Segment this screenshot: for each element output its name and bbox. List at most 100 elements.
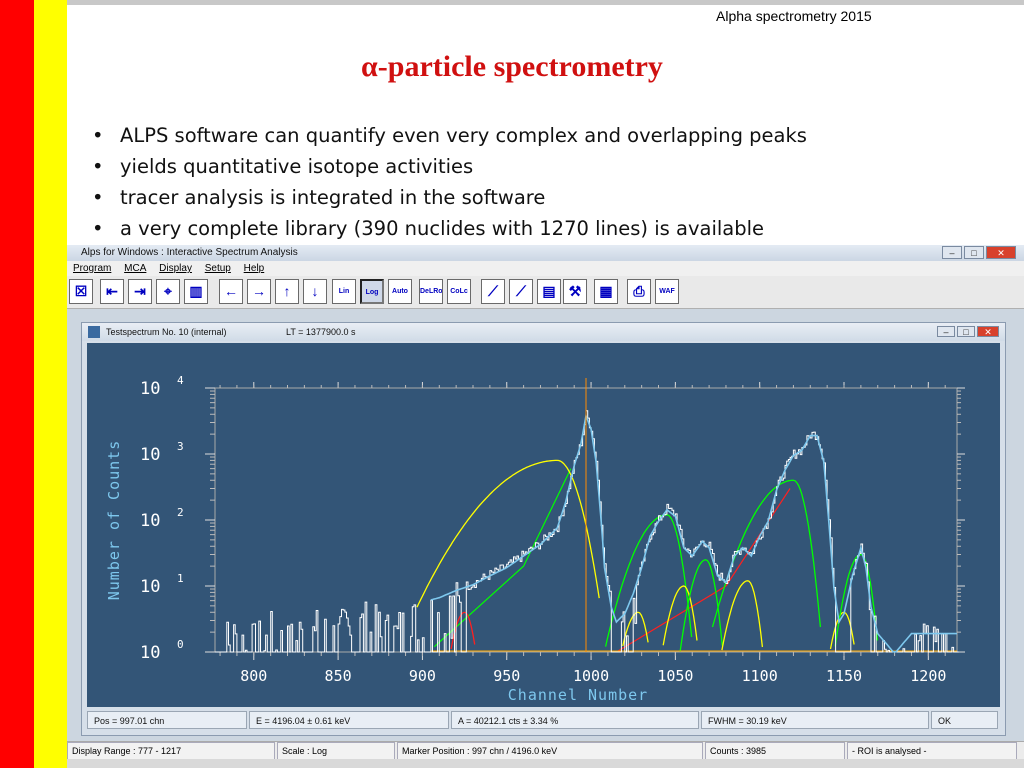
marker-position-status: Marker Position : 997 chn / 4196.0 keV [397, 742, 703, 760]
spectrum-chart[interactable]: 10 0 10 1 10 2 10 3 10 4 800 850 900 950 1000 1050 1100 1… [87, 343, 1000, 707]
spectrum-window: Testspectrum No. 10 (internal) LT = 1377… [81, 322, 1006, 736]
del-roi-icon[interactable]: DeLRoi [419, 279, 443, 304]
arrow-down-icon[interactable]: ↓ [303, 279, 327, 304]
x-tick-label: 800 [240, 667, 267, 685]
marker-left-icon[interactable]: ⇤ [100, 279, 124, 304]
y-axis-label: Number of Counts [105, 440, 123, 601]
component-peak [450, 611, 476, 650]
marker-right-icon[interactable]: ⇥ [128, 279, 152, 304]
arrow-left-icon[interactable]: ← [219, 279, 243, 304]
arrow-right-icon[interactable]: → [247, 279, 271, 304]
report-icon[interactable]: WAF [655, 279, 679, 304]
calibrate-icon[interactable]: ⟋ [481, 279, 505, 304]
component-peak [416, 459, 600, 608]
bullet-list: • ALPS software can quantify even very co… [92, 120, 807, 244]
slide-title: α-particle spectrometry [361, 50, 663, 83]
y-tick-exponent: 3 [177, 440, 184, 453]
bullet-item: • yields quantitative isotope activities [92, 155, 474, 178]
spectrum-icon[interactable]: ▥ [184, 279, 208, 304]
app-title-text: Alps for Windows : Interactive Spectrum … [81, 247, 298, 258]
auto-icon[interactable]: Auto [388, 279, 412, 304]
bullet-item: • tracer analysis is integrated in the so… [92, 186, 546, 209]
minimize-button[interactable]: – [942, 246, 962, 259]
x-axis-label: Channel Number [508, 686, 648, 704]
menu-program[interactable]: Program [73, 263, 112, 274]
library-icon[interactable]: ▤ [537, 279, 561, 304]
spectrum-line [215, 410, 959, 653]
y-tick-exponent: 2 [177, 506, 184, 519]
bullet-text: yields quantitative isotope activities [120, 155, 474, 178]
component-peak [604, 514, 693, 647]
mdi-client-area: Testspectrum No. 10 (internal) LT = 1377… [67, 309, 1024, 741]
roi-status: - ROI is analysed - [847, 742, 1017, 760]
component-peak [721, 580, 764, 651]
calc-icon[interactable]: CoLc [447, 279, 471, 304]
yellow-sidebar-bar [34, 0, 67, 768]
x-tick-label: 950 [493, 667, 520, 685]
bullet-text: tracer analysis is integrated in the sof… [120, 186, 546, 209]
y-tick-label: 10 [140, 445, 160, 465]
maximize-button[interactable]: □ [964, 246, 984, 259]
peak-search-icon[interactable]: ⌖ [156, 279, 180, 304]
spectrum-window-controls: – □ ✕ [937, 326, 999, 337]
component-peak [662, 585, 698, 646]
component-peak [834, 553, 879, 647]
child-maximize-button[interactable]: □ [957, 326, 975, 337]
tools-icon[interactable]: ⚒ [563, 279, 587, 304]
fit-envelope [430, 412, 957, 653]
book-icon[interactable]: ▦ [594, 279, 618, 304]
component-peak [711, 479, 822, 628]
x-tick-label: 1150 [826, 667, 862, 685]
menu-mca[interactable]: MCA [124, 263, 147, 274]
x-tick-label: 1200 [910, 667, 946, 685]
menu-help[interactable]: Help [243, 263, 265, 274]
plot-area[interactable]: 10 0 10 1 10 2 10 3 10 4 800 850 900 950 1000 1050 1100 1… [87, 343, 1000, 707]
spectrum-name: Testspectrum No. 10 (internal) [106, 327, 227, 337]
x-tick-label: 900 [409, 667, 436, 685]
printer-icon[interactable]: ⎙ [627, 279, 651, 304]
area-readout: A = 40212.1 cts ± 3.34 % [451, 711, 699, 729]
counts-status: Counts : 3985 [705, 742, 845, 760]
bullet-item: • a very complete library (390 nuclides w… [92, 217, 765, 240]
child-close-button[interactable]: ✕ [977, 326, 999, 337]
menu-bar: Program MCA Display Setup Help [67, 261, 1024, 276]
x-tick-label: 1100 [742, 667, 778, 685]
spectrum-window-icon [88, 326, 100, 338]
y-tick-label: 10 [140, 643, 160, 663]
y-tick-exponent: 1 [177, 572, 184, 585]
app-status-strip [67, 759, 1024, 768]
menu-setup[interactable]: Setup [204, 263, 231, 274]
energy-cal-icon[interactable]: ⟋ [509, 279, 533, 304]
y-tick-label: 10 [140, 577, 160, 597]
component-peak [679, 559, 723, 652]
arrow-up-icon[interactable]: ↑ [275, 279, 299, 304]
log-icon[interactable]: Log [360, 279, 384, 304]
peak-info-row: Pos = 997.01 chn E = 4196.04 ± 0.61 keV … [87, 711, 1000, 729]
y-tick-label: 10 [140, 511, 160, 531]
menu-display[interactable]: Display [159, 263, 192, 274]
spectrum-window-title-bar: Testspectrum No. 10 (internal) LT = 1377… [82, 323, 1005, 341]
app-title-bar: Alps for Windows : Interactive Spectrum … [67, 245, 1024, 261]
slide-header: Alpha spectrometry 2015 [716, 8, 872, 24]
component-peak [829, 611, 855, 650]
display-range-status: Display Range : 777 - 1217 [67, 742, 275, 760]
window-controls: – □ ✕ [942, 246, 1016, 259]
alps-application-window: Alps for Windows : Interactive Spectrum … [67, 245, 1024, 768]
toolbar: ☒ ⇤ ⇥ ⌖ ▥ ← → ↑ ↓ Lin Log Auto DeLRoi CoLc ⟋ ⟋ ▤ ⚒ ▦ ⎙ WAF [67, 276, 1024, 309]
app-status-bar: Display Range : 777 - 1217 Scale : Log M… [67, 741, 1024, 760]
tail-line [616, 488, 791, 653]
close-button[interactable]: ✕ [986, 246, 1016, 259]
stop-icon[interactable]: ☒ [69, 279, 93, 304]
tail-line [433, 468, 572, 648]
y-tick-exponent: 4 [177, 374, 184, 387]
fwhm-readout: FWHM = 30.19 keV [701, 711, 929, 729]
scale-status: Scale : Log [277, 742, 395, 760]
ok-button[interactable]: OK [931, 711, 998, 729]
x-tick-label: 1000 [573, 667, 609, 685]
bullet-item: • ALPS software can quantify even very co… [92, 124, 807, 147]
lin-icon[interactable]: Lin [332, 279, 356, 304]
child-minimize-button[interactable]: – [937, 326, 955, 337]
x-tick-label: 850 [325, 667, 352, 685]
y-tick-exponent: 0 [177, 638, 184, 651]
bullet-text: a very complete library (390 nuclides wi… [120, 217, 765, 240]
